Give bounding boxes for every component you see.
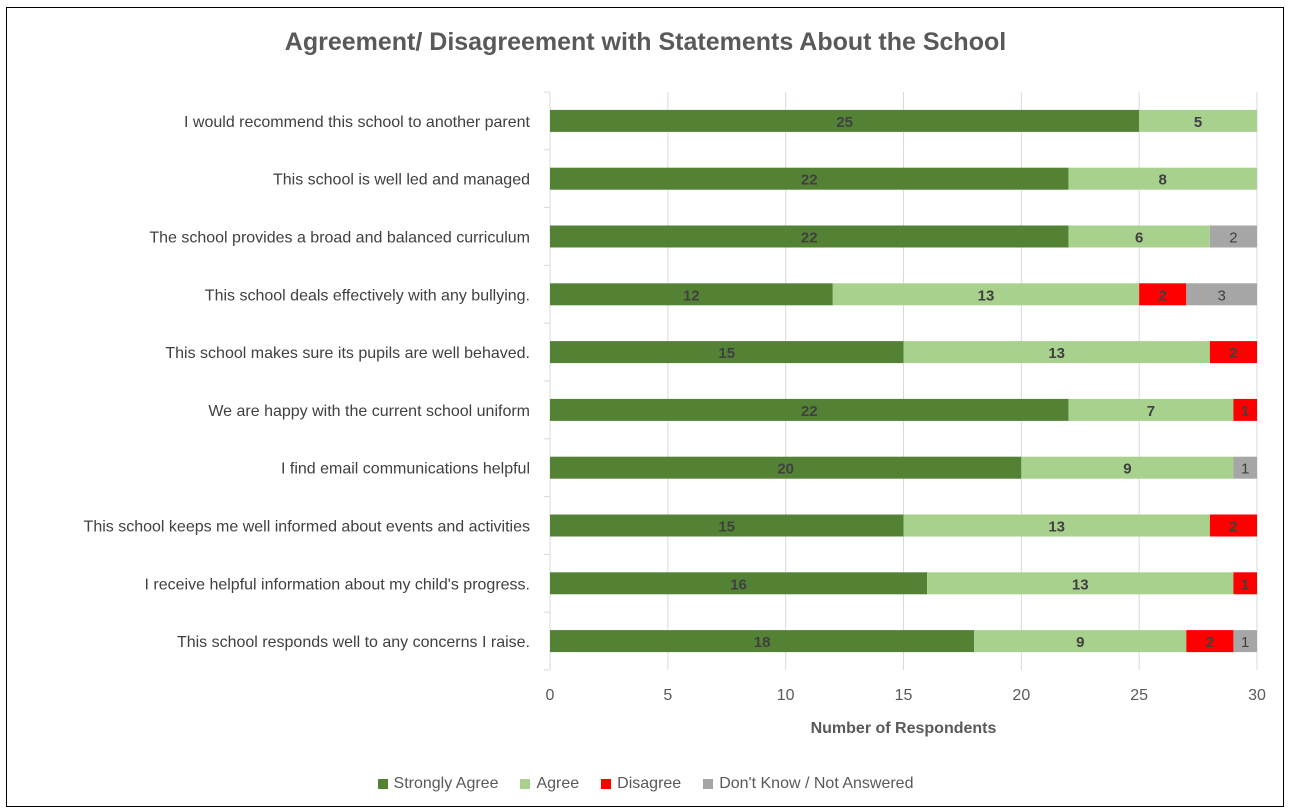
chart-title: Agreement/ Disagreement with Statements … bbox=[284, 28, 1007, 56]
legend-item: Disagree bbox=[601, 775, 681, 793]
bar-segment bbox=[1233, 398, 1257, 421]
bar-segment bbox=[1209, 341, 1257, 364]
bar-segment bbox=[1068, 167, 1257, 190]
bar-segment bbox=[1233, 630, 1257, 653]
data-label: 22 bbox=[801, 230, 818, 247]
x-tick-label: 15 bbox=[895, 687, 913, 704]
bar-segment bbox=[550, 225, 1069, 248]
data-label: 13 bbox=[978, 287, 995, 304]
category-label: We are happy with the current school uni… bbox=[208, 403, 530, 420]
bar-segment bbox=[550, 630, 975, 653]
bar-segment bbox=[903, 341, 1210, 364]
data-label: 12 bbox=[683, 287, 700, 304]
bar-segment bbox=[1139, 283, 1187, 306]
category-label: This school keeps me well informed about… bbox=[84, 519, 530, 536]
legend-swatch bbox=[703, 779, 714, 789]
bar-segment bbox=[550, 514, 904, 537]
data-label: 20 bbox=[777, 461, 794, 478]
data-label: 3 bbox=[1217, 287, 1225, 304]
legend-item: Don't Know / Not Answered bbox=[703, 775, 913, 793]
data-label: 6 bbox=[1135, 230, 1143, 247]
data-label: 5 bbox=[1194, 114, 1202, 131]
bar-segment bbox=[550, 398, 1069, 421]
bar-segment bbox=[550, 341, 904, 364]
bar-segment bbox=[1139, 109, 1257, 132]
legend-item: Strongly Agree bbox=[377, 775, 499, 793]
x-tick-label: 10 bbox=[777, 687, 795, 704]
data-label: 13 bbox=[1072, 576, 1089, 593]
bar-segment bbox=[927, 572, 1234, 595]
chart-legend: Strongly Agree Agree Disagree Don't Know / … bbox=[0, 775, 1291, 793]
bar-segment bbox=[550, 167, 1069, 190]
bar-segment bbox=[1209, 225, 1257, 248]
legend-label: Disagree bbox=[617, 775, 682, 792]
data-label: 7 bbox=[1147, 403, 1155, 420]
x-tick-label: 0 bbox=[546, 687, 555, 704]
category-label: The school provides a broad and balanced… bbox=[149, 230, 530, 247]
data-label: 8 bbox=[1159, 172, 1167, 189]
legend-item: Agree bbox=[520, 775, 579, 793]
bar-segment bbox=[550, 109, 1140, 132]
legend-label: Agree bbox=[536, 775, 580, 792]
data-label: 18 bbox=[754, 634, 771, 651]
data-label: 2 bbox=[1229, 345, 1237, 362]
data-label: 22 bbox=[801, 172, 818, 189]
data-label: 2 bbox=[1229, 230, 1237, 247]
data-label: 25 bbox=[836, 114, 853, 131]
legend-label: Don't Know / Not Answered bbox=[719, 775, 914, 792]
bar-segment bbox=[1068, 225, 1210, 248]
data-label: 1 bbox=[1241, 576, 1249, 593]
bar-segment bbox=[1186, 283, 1257, 306]
data-label: 13 bbox=[1048, 345, 1065, 362]
category-label: I receive helpful information about my c… bbox=[145, 576, 530, 593]
data-label: 22 bbox=[801, 403, 818, 420]
category-label: I find email communications helpful bbox=[281, 461, 530, 478]
bar-segment bbox=[832, 283, 1140, 306]
data-label: 2 bbox=[1159, 287, 1167, 304]
data-label: 13 bbox=[1048, 519, 1065, 536]
bar-segment bbox=[903, 514, 1210, 537]
bar-segment bbox=[1233, 572, 1257, 595]
data-label: 15 bbox=[718, 345, 735, 362]
data-label: 15 bbox=[718, 519, 735, 536]
category-label: This school is well led and managed bbox=[273, 172, 530, 189]
x-tick-label: 25 bbox=[1130, 687, 1148, 704]
x-tick-label: 20 bbox=[1012, 687, 1030, 704]
legend-swatch bbox=[377, 779, 388, 789]
bar-segment bbox=[550, 572, 928, 595]
data-label: 16 bbox=[730, 576, 747, 593]
bar-segment bbox=[550, 283, 833, 306]
bar-segment bbox=[1233, 456, 1257, 479]
category-label: This school makes sure its pupils are we… bbox=[165, 345, 530, 362]
category-label: This school deals effectively with any b… bbox=[205, 287, 530, 304]
data-label: 2 bbox=[1206, 634, 1214, 651]
bar-segment bbox=[1068, 398, 1234, 421]
x-tick-label: 5 bbox=[663, 687, 672, 704]
bar-segment bbox=[550, 456, 1022, 479]
data-label: 9 bbox=[1123, 461, 1131, 478]
bar-segment bbox=[1186, 630, 1234, 653]
legend-label: Strongly Agree bbox=[393, 775, 499, 792]
bar-segment bbox=[974, 630, 1187, 653]
bar-segment bbox=[1021, 456, 1234, 479]
data-label: 2 bbox=[1229, 519, 1237, 536]
data-label: 1 bbox=[1241, 461, 1249, 478]
legend-swatch bbox=[520, 779, 531, 789]
data-label: 1 bbox=[1241, 634, 1249, 651]
data-label: 1 bbox=[1241, 403, 1249, 420]
x-tick-label: 30 bbox=[1248, 687, 1266, 704]
category-label: I would recommend this school to another… bbox=[184, 114, 531, 131]
bar-segment bbox=[1209, 514, 1257, 537]
category-label: This school responds well to any concern… bbox=[177, 634, 530, 651]
legend-swatch bbox=[601, 779, 612, 789]
x-axis-title: Number of Respondents bbox=[811, 720, 997, 737]
data-label: 9 bbox=[1076, 634, 1084, 651]
